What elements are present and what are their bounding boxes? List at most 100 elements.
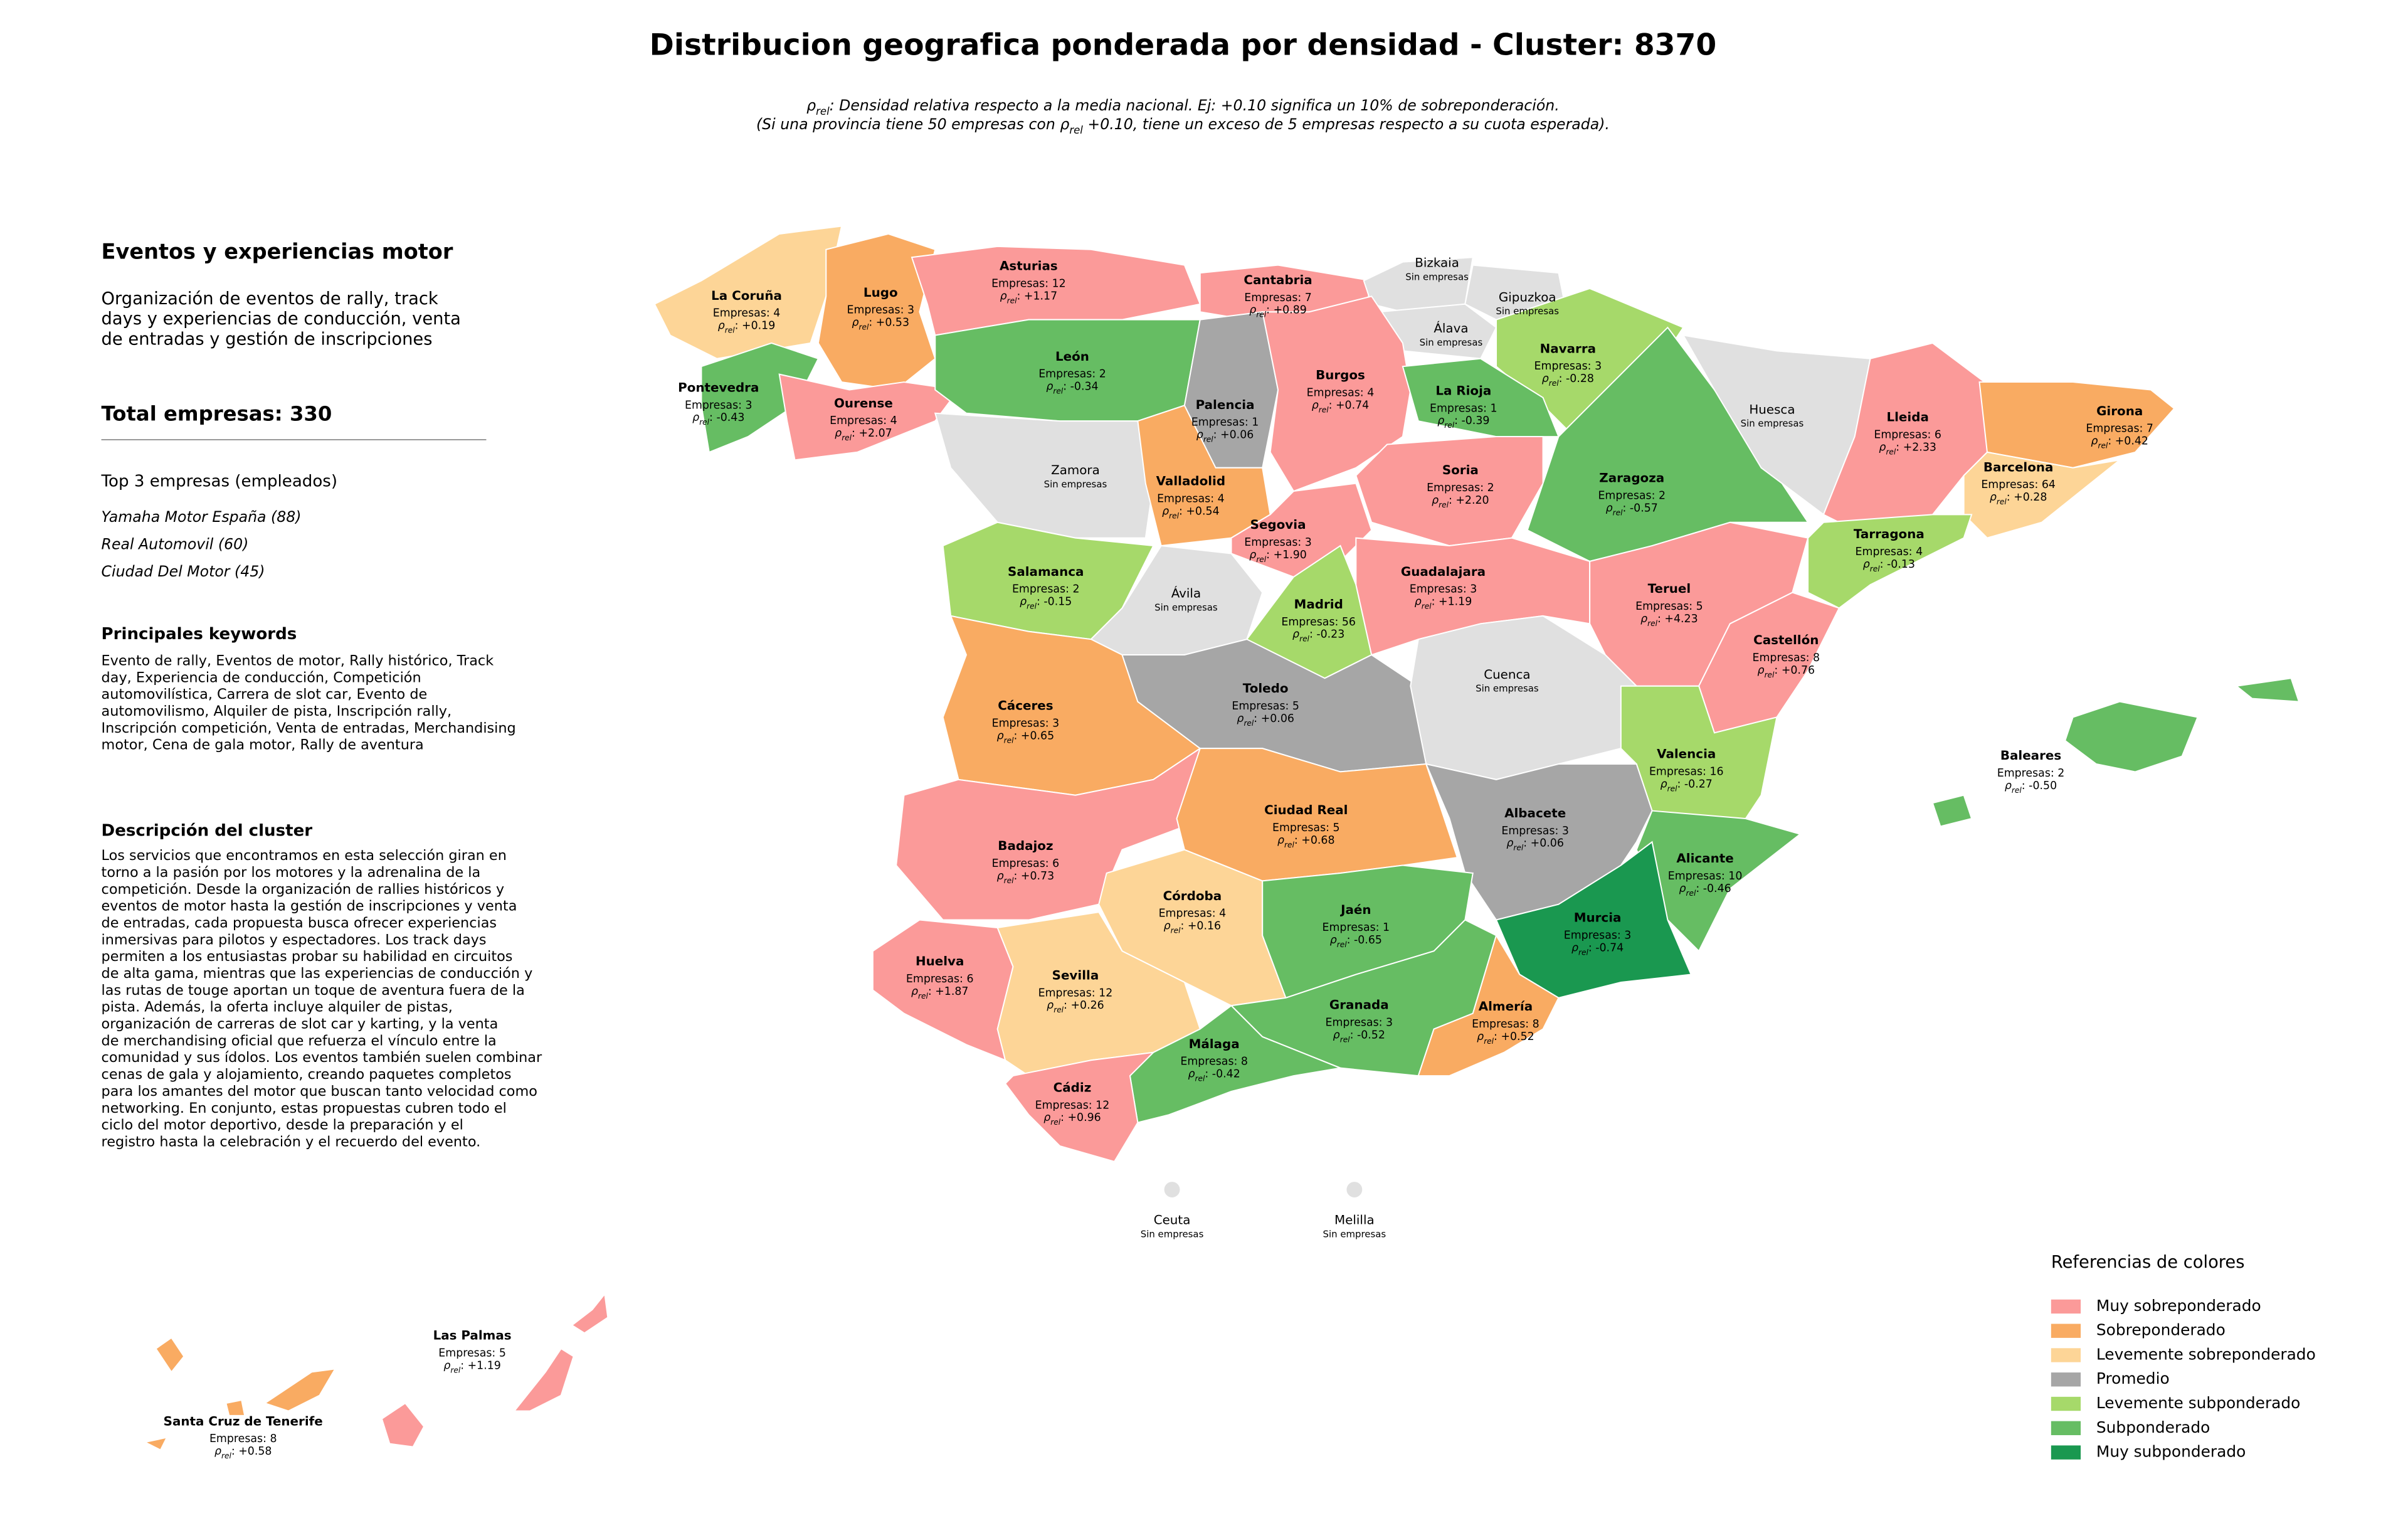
rho-value: -0.52 (1357, 1029, 1385, 1041)
no-companies: Sin empresas (1141, 1229, 1204, 1240)
description-line: torno a la pasión por los motores y la a… (102, 864, 481, 881)
no-companies: Sin empresas (1154, 602, 1218, 613)
rho-subscript: rel (1513, 843, 1523, 852)
companies-prefix: Empresas: (685, 399, 746, 411)
rho-value: -0.23 (1316, 629, 1344, 641)
companies-prefix: Empresas: (1997, 767, 2058, 780)
province-companies: Empresas: 4 (1157, 492, 1225, 505)
companies-value: 5 (1292, 700, 1299, 713)
rho-value: +1.90 (1274, 549, 1307, 561)
province-name: Albacete (1504, 806, 1566, 820)
rho-value: +0.89 (1274, 304, 1307, 317)
rho-subscript: rel (1203, 435, 1213, 443)
rho-subscript: rel (1004, 876, 1014, 884)
rho-symbol: ρ (1477, 1031, 1484, 1043)
companies-prefix: Empresas: (906, 973, 967, 985)
rho-subscript: rel (842, 433, 852, 442)
province-companies: Empresas: 7 (2086, 423, 2153, 435)
province-rho: ρrel: +0.06 (1237, 713, 1294, 728)
rho-value: +0.42 (2115, 435, 2148, 448)
province-rho: ρrel: -0.74 (1571, 942, 1624, 957)
province-name: Castellón (1753, 633, 1819, 647)
province-companies: Empresas: 2 (1598, 490, 1666, 502)
rho-subscript: rel (1195, 1074, 1205, 1083)
rho-separator: : (1266, 549, 1273, 561)
rho-value: +0.06 (1220, 429, 1254, 442)
companies-value: 12 (1052, 277, 1066, 290)
rho-separator: : (1060, 1112, 1067, 1124)
rho-value: -0.34 (1070, 381, 1099, 393)
province-name: Barcelona (1983, 460, 2054, 474)
legend-swatch (2051, 1421, 2081, 1435)
province-rho: ρrel: +0.06 (1196, 429, 1254, 444)
rho-subscript: rel (1069, 124, 1083, 136)
rho-separator: : (1350, 1029, 1357, 1041)
province-shape (155, 1337, 185, 1374)
rho-value: -0.50 (2029, 780, 2057, 792)
map (143, 225, 2300, 1451)
description-line: Los servicios que encontramos en esta se… (102, 847, 507, 864)
rho-value: -0.65 (1354, 934, 1382, 947)
province-companies: Empresas: 8 (1753, 652, 1820, 664)
companies-value: 8 (1241, 1056, 1248, 1068)
companies-prefix: Empresas: (1564, 929, 1625, 942)
province-rho: ρrel: +2.33 (1879, 441, 1936, 456)
companies-value: 4 (1219, 908, 1226, 920)
rho-separator: : (1449, 494, 1455, 507)
rho-value: +0.74 (1336, 399, 1369, 411)
province-rho: ρrel: +0.76 (1758, 664, 1815, 679)
rho-symbol: ρ (1879, 441, 1886, 454)
rho-value: +0.16 (1188, 920, 1221, 932)
rho-symbol: ρ (1640, 613, 1647, 625)
companies-prefix: Empresas: (1157, 492, 1218, 505)
companies-prefix: Empresas: (1427, 482, 1487, 494)
companies-prefix: Empresas: (1981, 479, 2042, 491)
companies-prefix: Empresas: (830, 415, 890, 427)
province-rho: ρrel: +1.90 (1249, 549, 1307, 564)
rho-separator: : (231, 1445, 238, 1458)
province-name: Palencia (1196, 398, 1255, 412)
province-shape (934, 412, 1154, 539)
description-line: de merchandising oficial que refuerza el… (102, 1032, 497, 1049)
description-line: eventos de motor hasta la gestión de ins… (102, 898, 517, 915)
companies-value: 3 (1624, 929, 1631, 942)
rho-separator: : (1454, 415, 1461, 427)
province-rho: ρrel: -0.13 (1863, 558, 1915, 573)
companies-value: 12 (1099, 987, 1112, 999)
companies-value: 2 (1072, 583, 1079, 596)
province-companies: Empresas: 64 (1981, 479, 2056, 491)
province-rho: ρrel: +0.19 (718, 320, 776, 335)
province-rho: ρrel: -0.27 (1661, 778, 1713, 793)
province-rho: ρrel: +0.52 (1477, 1031, 1534, 1046)
rho-subscript: rel (1997, 497, 2007, 506)
description-line: comunidad y sus ídolos. Los eventos tamb… (102, 1049, 542, 1066)
companies-prefix: Empresas: (1501, 825, 1562, 837)
companies-value: 4 (890, 415, 897, 427)
rho-separator: : (1017, 290, 1024, 302)
keywords-heading: Principales keywords (102, 625, 297, 644)
province-rho: ρrel: -0.42 (1188, 1068, 1240, 1083)
province-rho: ρrel: +0.96 (1043, 1112, 1101, 1127)
legend-swatch (2051, 1396, 2081, 1411)
province-companies: Empresas: 4 (713, 307, 781, 320)
province-name: Badajoz (998, 839, 1053, 853)
rho-subscript: rel (1053, 386, 1063, 395)
companies-value: 3 (1052, 717, 1059, 730)
rho-value: +1.19 (1439, 596, 1472, 608)
rho-subscript: rel (1549, 379, 1559, 388)
rho-separator: : (1494, 1031, 1501, 1043)
rho-symbol: ρ (1188, 1068, 1195, 1081)
province-name: Murcia (1574, 911, 1622, 925)
companies-prefix: Empresas: (1244, 292, 1305, 304)
rho-subscript: rel (450, 1366, 460, 1374)
rho-separator: : (1677, 778, 1684, 790)
rho-subscript: rel (1171, 926, 1181, 935)
province-companies: Empresas: 3 (1501, 825, 1569, 837)
companies-prefix: Empresas: (1159, 908, 1220, 920)
rho-symbol: ρ (1237, 713, 1244, 725)
rho-symbol: ρ (1196, 429, 1203, 442)
companies-prefix: Empresas: (1410, 583, 1471, 596)
province-name: Melilla (1334, 1213, 1375, 1228)
province-name: Teruel (1648, 581, 1691, 596)
